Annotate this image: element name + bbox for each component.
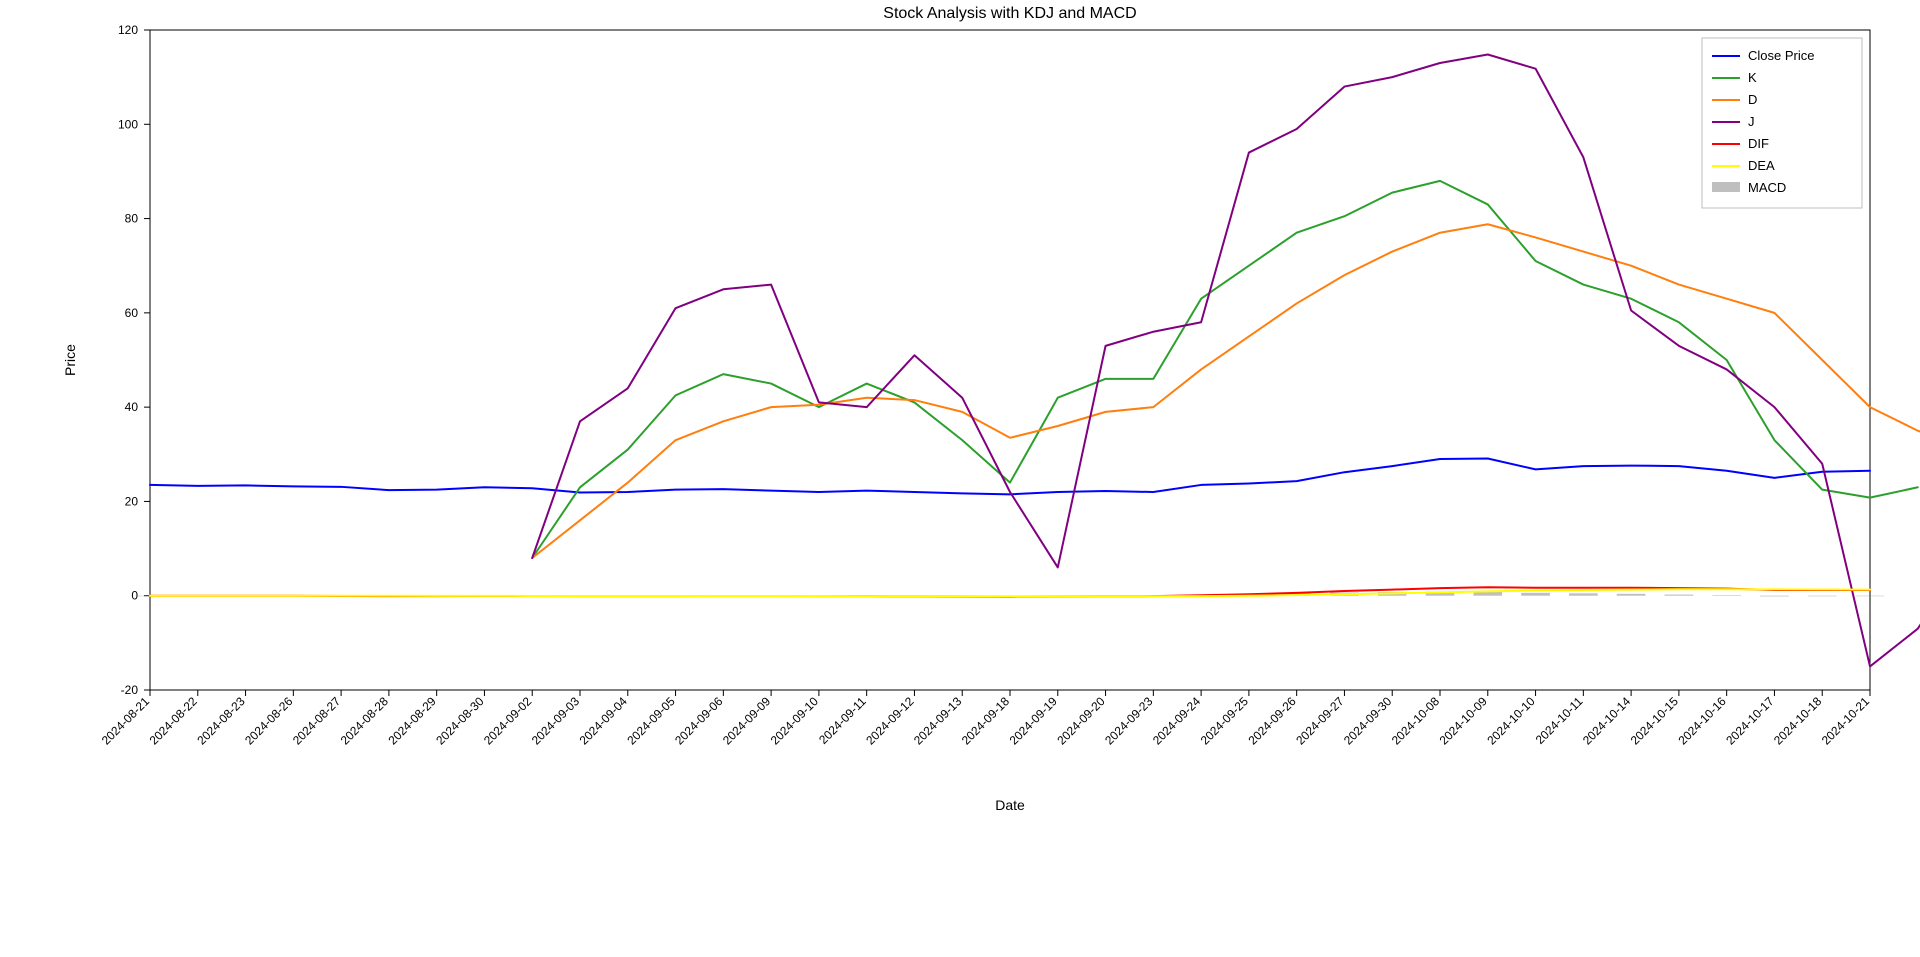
macd-bar [1856, 596, 1885, 597]
y-axis-label: Price [62, 344, 78, 376]
y-tick-label: 100 [118, 117, 138, 131]
legend-label-j: J [1748, 114, 1755, 129]
y-tick-label: 120 [118, 23, 138, 37]
chart-container: -200204060801001202024-08-212024-08-2220… [0, 0, 1920, 957]
chart-title: Stock Analysis with KDJ and MACD [883, 5, 1136, 22]
y-tick-label: 40 [125, 400, 139, 414]
x-axis-label: Date [995, 797, 1025, 813]
y-tick-label: -20 [121, 683, 139, 697]
legend-label-dea: DEA [1748, 158, 1775, 173]
macd-bar [1521, 593, 1550, 596]
macd-bar [1569, 593, 1598, 595]
stock-analysis-chart: -200204060801001202024-08-212024-08-2220… [0, 0, 1920, 957]
macd-bar [1808, 596, 1837, 597]
macd-bar [1760, 596, 1789, 597]
y-tick-label: 60 [125, 306, 139, 320]
y-tick-label: 80 [125, 212, 139, 226]
legend-swatch-macd [1712, 182, 1740, 192]
legend-label-close-price: Close Price [1748, 48, 1814, 63]
legend-label-k: K [1748, 70, 1757, 85]
legend-label-d: D [1748, 92, 1757, 107]
y-tick-label: 20 [125, 494, 139, 508]
legend-label-macd: MACD [1748, 180, 1786, 195]
macd-bar [1665, 595, 1694, 596]
macd-bar [1712, 595, 1741, 596]
macd-bar [1617, 594, 1646, 596]
legend-label-dif: DIF [1748, 136, 1769, 151]
